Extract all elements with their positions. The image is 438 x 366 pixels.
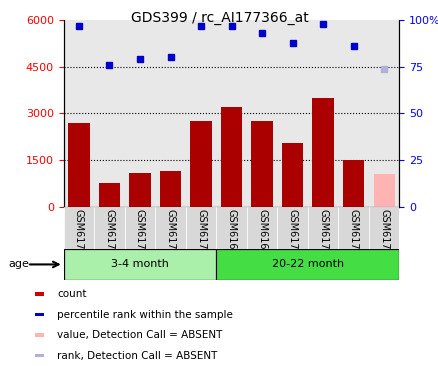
Bar — [216, 249, 399, 280]
Bar — [155, 207, 185, 249]
Text: GDS399 / rc_AI177366_at: GDS399 / rc_AI177366_at — [131, 11, 307, 25]
Bar — [35, 354, 44, 357]
Text: GSM6172: GSM6172 — [348, 209, 358, 256]
Text: GSM6170: GSM6170 — [287, 209, 297, 255]
Bar — [338, 207, 368, 249]
Text: GSM6174: GSM6174 — [74, 209, 84, 255]
Bar — [94, 207, 124, 249]
Bar — [312, 98, 333, 207]
Text: GSM6168: GSM6168 — [226, 209, 236, 255]
Text: value, Detection Call = ABSENT: value, Detection Call = ABSENT — [57, 330, 222, 340]
Text: age: age — [9, 259, 30, 269]
Text: GSM6176: GSM6176 — [134, 209, 145, 255]
Text: 3-4 month: 3-4 month — [111, 259, 169, 269]
Bar — [220, 107, 242, 207]
Bar — [35, 313, 44, 316]
Bar — [68, 123, 89, 207]
Text: GSM6175: GSM6175 — [104, 209, 114, 256]
Bar — [190, 121, 211, 207]
Bar — [277, 207, 307, 249]
Bar — [342, 160, 364, 207]
Bar — [35, 292, 44, 296]
Bar — [124, 207, 155, 249]
Text: 20-22 month: 20-22 month — [271, 259, 343, 269]
Bar — [281, 143, 303, 207]
Bar — [129, 172, 150, 207]
Bar — [35, 333, 44, 337]
Bar — [99, 183, 120, 207]
Bar — [246, 207, 277, 249]
Text: GSM6169: GSM6169 — [257, 209, 266, 255]
Bar — [64, 249, 216, 280]
Bar — [307, 207, 338, 249]
Text: GSM6173: GSM6173 — [378, 209, 389, 255]
Bar — [368, 207, 399, 249]
Text: GSM6171: GSM6171 — [318, 209, 328, 255]
Bar — [216, 207, 246, 249]
Text: GSM6178: GSM6178 — [196, 209, 205, 255]
Text: percentile rank within the sample: percentile rank within the sample — [57, 310, 233, 320]
Text: count: count — [57, 289, 87, 299]
Bar — [185, 207, 216, 249]
Bar — [64, 207, 94, 249]
Bar — [159, 171, 181, 207]
Bar — [373, 174, 394, 207]
Text: rank, Detection Call = ABSENT: rank, Detection Call = ABSENT — [57, 351, 217, 361]
Bar — [251, 121, 272, 207]
Text: GSM6177: GSM6177 — [165, 209, 175, 256]
